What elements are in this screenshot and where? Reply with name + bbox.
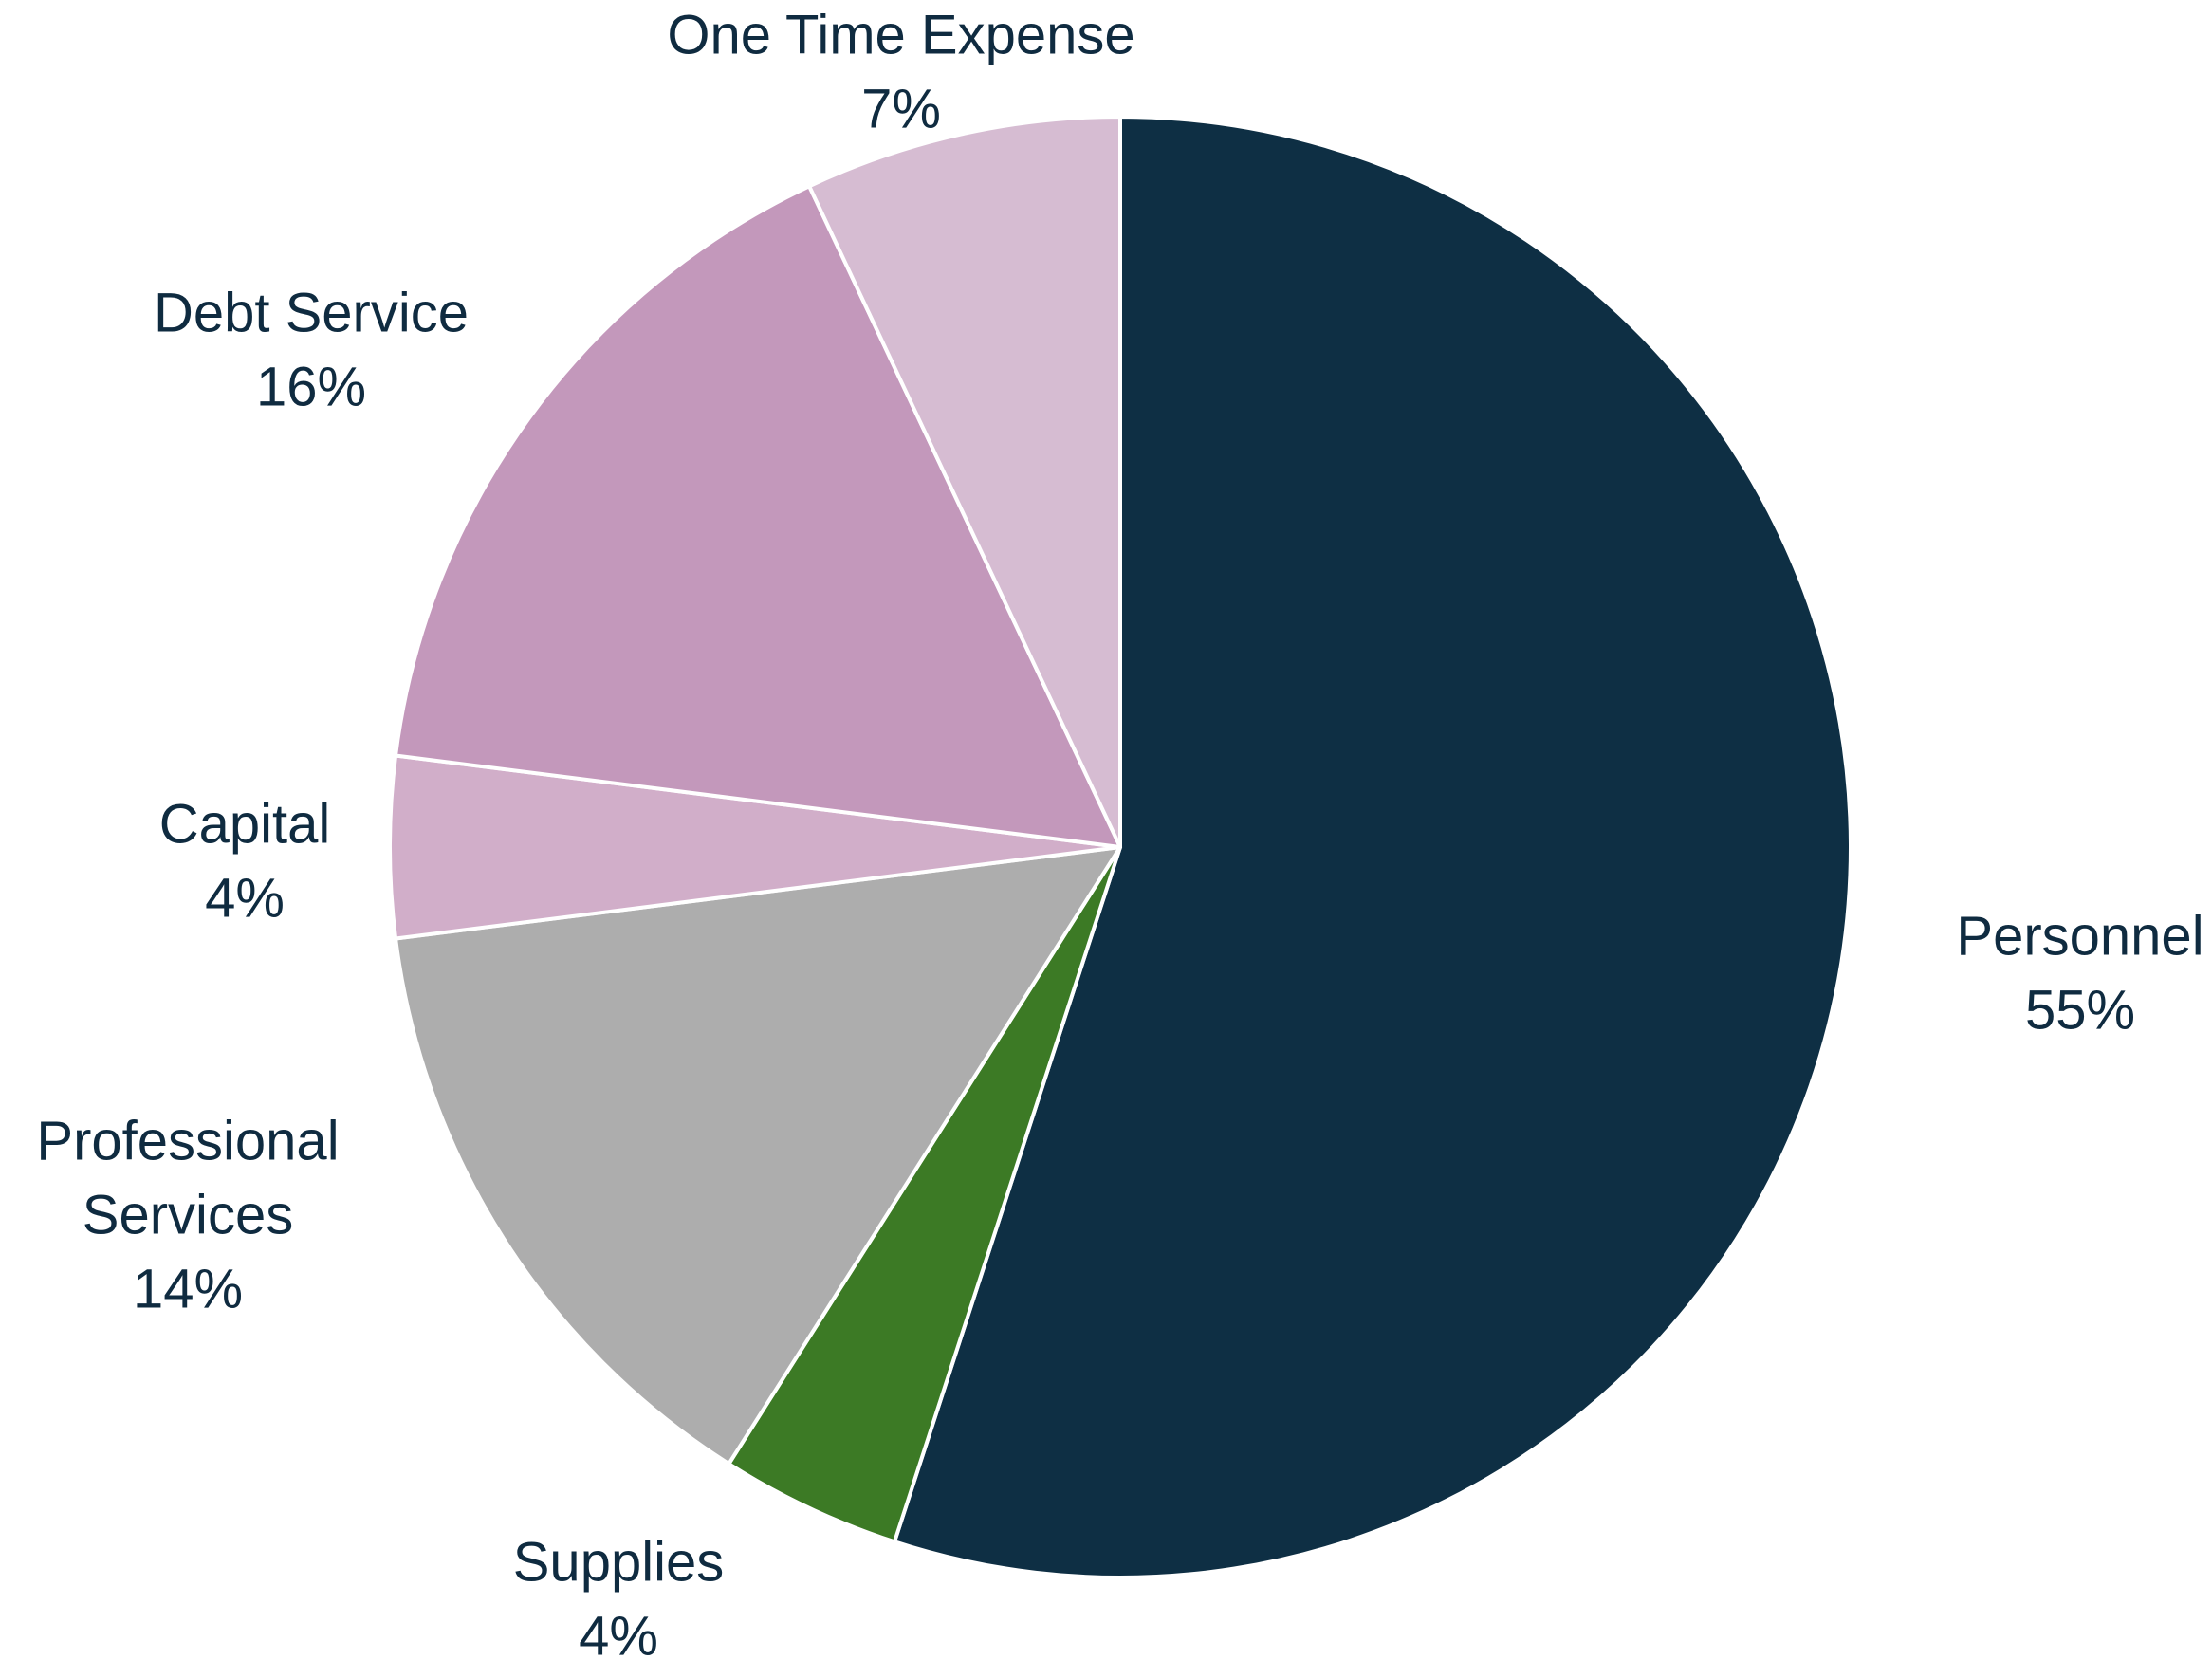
percent-label-one-time-expense: 7%	[861, 78, 941, 139]
category-label-professional-services: Professional	[36, 1110, 339, 1171]
percent-label-professional-services: 14%	[133, 1258, 243, 1319]
data-label-capital: Capital 4%	[159, 793, 331, 929]
category-label-professional-services: Services	[83, 1184, 293, 1245]
category-label-capital: Capital	[159, 793, 331, 855]
percent-label-supplies: 4%	[579, 1605, 658, 1660]
pie-slice-debt-service	[394, 184, 1122, 849]
pie-slice-capital	[388, 753, 1122, 941]
percent-label-personnel: 55%	[2025, 979, 2135, 1041]
data-label-professional-services: Professional Services 14%	[36, 1110, 339, 1319]
labels-layer: Personnel 55% Supplies 4% Professional Servic…	[36, 4, 2203, 1660]
data-label-debt-service: Debt Service 16%	[154, 282, 469, 417]
category-label-supplies: Supplies	[513, 1531, 724, 1593]
pie-slice-supplies	[727, 845, 1122, 1544]
percent-label-capital: 4%	[205, 867, 285, 929]
slices-layer	[388, 115, 1853, 1579]
category-label-personnel: Personnel	[1956, 905, 2203, 967]
pie-slice-one-time-expense	[807, 115, 1122, 849]
percent-label-debt-service: 16%	[256, 356, 366, 417]
pie-slice-personnel	[893, 115, 1853, 1579]
category-label-one-time-expense: One Time Expense	[667, 4, 1134, 65]
pie-slice-professional-services	[394, 845, 1122, 1466]
data-label-supplies: Supplies 4%	[513, 1531, 724, 1660]
data-label-personnel: Personnel 55%	[1956, 905, 2203, 1041]
category-label-debt-service: Debt Service	[154, 282, 469, 343]
data-label-one-time-expense: One Time Expense 7%	[667, 4, 1134, 139]
